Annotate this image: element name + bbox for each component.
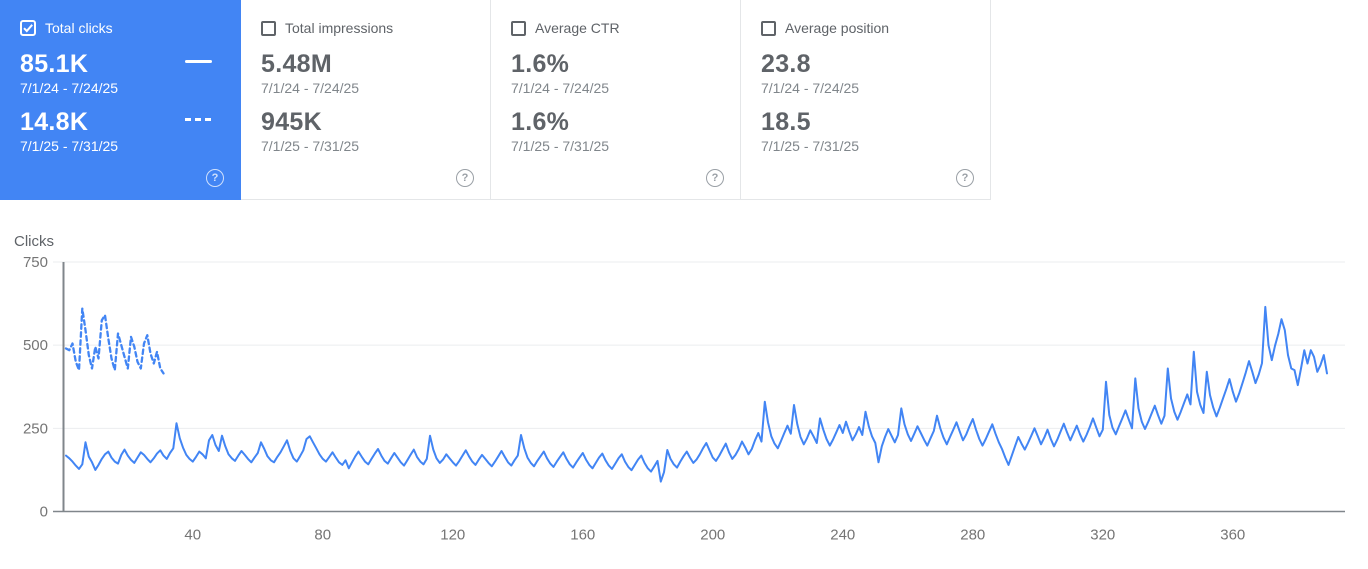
x-tick-label: 200 <box>700 527 725 544</box>
secondary-date-range: 7/1/25 - 7/31/25 <box>20 138 119 154</box>
card-title: Average position <box>785 20 890 36</box>
y-tick-label: 750 <box>23 254 48 271</box>
primary-metric-row: 5.48M 7/1/24 - 7/24/25 <box>261 51 474 96</box>
clicks-line-chart-plot[interactable]: 0 250 500 750 40 80 120 160 200 240 280 320 360 <box>0 230 1368 566</box>
y-tick-label: 0 <box>40 504 48 521</box>
primary-value: 1.6% <box>511 50 570 78</box>
secondary-date-range: 7/1/25 - 7/31/25 <box>261 138 360 154</box>
card-header: Total impressions <box>261 20 474 36</box>
card-title: Total clicks <box>45 20 113 36</box>
help-icon[interactable]: ? <box>456 169 474 187</box>
secondary-metric-row: 18.5 7/1/25 - 7/31/25 <box>761 109 974 154</box>
secondary-date-range: 7/1/25 - 7/31/25 <box>761 138 860 154</box>
metric-cards-row: Total clicks 85.1K 7/1/24 - 7/24/25 14.8… <box>0 0 991 200</box>
series-line-solid <box>65 305 1328 483</box>
x-tick-label: 320 <box>1090 527 1115 544</box>
primary-value: 85.1K <box>20 50 89 78</box>
secondary-metric-row: 945K 7/1/25 - 7/31/25 <box>261 109 474 154</box>
secondary-metric-row: 14.8K 7/1/25 - 7/31/25 <box>20 109 224 154</box>
primary-metric-row: 23.8 7/1/24 - 7/24/25 <box>761 51 974 96</box>
secondary-value: 18.5 <box>761 108 811 136</box>
secondary-value: 1.6% <box>511 108 570 136</box>
unchecked-checkbox-icon[interactable] <box>511 20 526 36</box>
y-tick-label: 500 <box>23 337 48 354</box>
secondary-value: 14.8K <box>20 108 89 136</box>
y-tick-label: 250 <box>23 420 48 437</box>
metric-card-total-clicks[interactable]: Total clicks 85.1K 7/1/24 - 7/24/25 14.8… <box>0 0 241 200</box>
help-icon[interactable]: ? <box>206 169 224 187</box>
x-tick-label: 160 <box>570 527 595 544</box>
primary-metric-row: 1.6% 7/1/24 - 7/24/25 <box>511 51 724 96</box>
secondary-metric-row: 1.6% 7/1/25 - 7/31/25 <box>511 109 724 154</box>
metric-card-total-impressions[interactable]: Total impressions 5.48M 7/1/24 - 7/24/25… <box>241 0 491 200</box>
x-tick-label: 80 <box>314 527 331 544</box>
metric-card-average-ctr[interactable]: Average CTR 1.6% 7/1/24 - 7/24/25 1.6% 7… <box>491 0 741 200</box>
solid-line-indicator-icon <box>185 60 212 63</box>
clicks-chart: Clicks 0 250 500 750 40 80 120 160 200 240 280 320 3… <box>0 230 1368 566</box>
x-tick-label: 240 <box>830 527 855 544</box>
x-tick-label: 40 <box>184 527 201 544</box>
primary-value: 5.48M <box>261 50 332 78</box>
x-tick-label: 280 <box>960 527 985 544</box>
dashed-line-indicator-icon <box>185 118 212 121</box>
help-icon[interactable]: ? <box>956 169 974 187</box>
secondary-date-range: 7/1/25 - 7/31/25 <box>511 138 610 154</box>
secondary-value: 945K <box>261 108 322 136</box>
card-title: Average CTR <box>535 20 620 36</box>
primary-date-range: 7/1/24 - 7/24/25 <box>511 80 610 96</box>
primary-date-range: 7/1/24 - 7/24/25 <box>261 80 360 96</box>
card-header: Average CTR <box>511 20 724 36</box>
card-header: Average position <box>761 20 974 36</box>
unchecked-checkbox-icon[interactable] <box>761 20 776 36</box>
primary-date-range: 7/1/24 - 7/24/25 <box>20 80 119 96</box>
card-title: Total impressions <box>285 20 394 36</box>
help-icon[interactable]: ? <box>706 169 724 187</box>
y-axis-title: Clicks <box>14 233 54 250</box>
unchecked-checkbox-icon[interactable] <box>261 20 276 36</box>
primary-metric-row: 85.1K 7/1/24 - 7/24/25 <box>20 51 224 96</box>
metric-card-average-position[interactable]: Average position 23.8 7/1/24 - 7/24/25 1… <box>741 0 991 200</box>
x-tick-label: 120 <box>440 527 465 544</box>
series-line-dashed <box>64 307 165 375</box>
card-header: Total clicks <box>20 20 224 36</box>
x-tick-label: 360 <box>1220 527 1245 544</box>
primary-date-range: 7/1/24 - 7/24/25 <box>761 80 860 96</box>
primary-value: 23.8 <box>761 50 811 78</box>
checked-checkbox-icon[interactable] <box>20 20 36 36</box>
